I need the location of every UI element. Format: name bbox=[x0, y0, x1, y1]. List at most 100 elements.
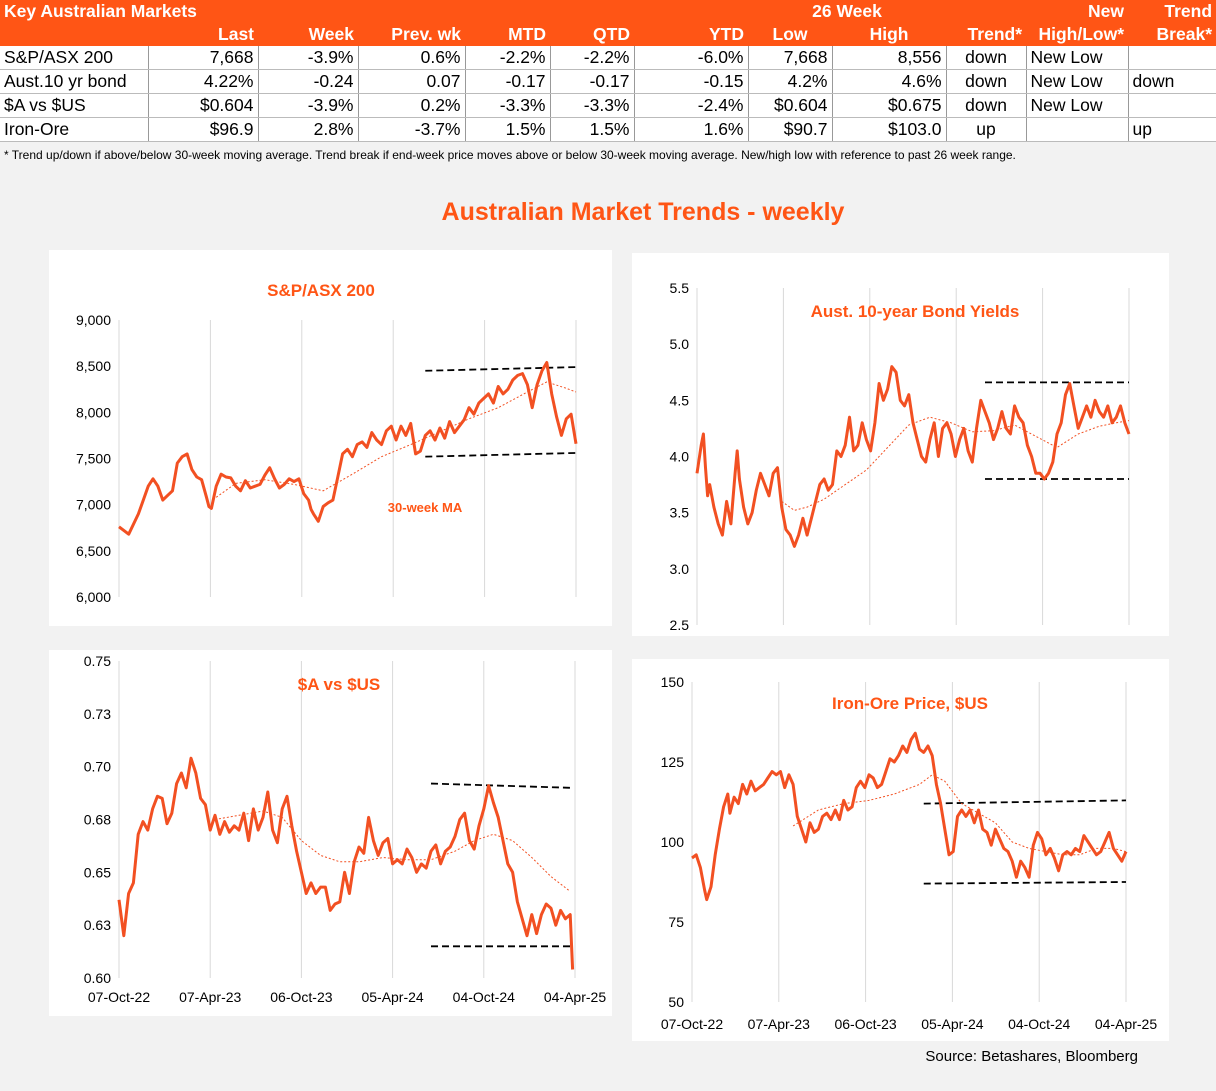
col-header-new-high-low-top: New bbox=[1026, 0, 1129, 23]
cell: -3.3% bbox=[465, 93, 551, 118]
chart-panel-asx200: 6,000 6,500 7,000 7,500 8,000 8,500 9,000 S&P/A… bbox=[49, 250, 612, 626]
cell: down bbox=[1128, 69, 1216, 94]
cell: -2.2% bbox=[465, 46, 551, 70]
table-row-bond: Aust.10 yr bond 4.22% -0.24 0.07 -0.17 -0.17-… bbox=[0, 69, 1216, 94]
cell: down bbox=[946, 93, 1027, 118]
x-tick-label: 07-Oct-22 bbox=[661, 1016, 723, 1032]
table-row-iron-ore: Iron-Ore $96.9 2.8% -3.7% 1.5% 1.5% 1.6% $90.7 $… bbox=[0, 117, 1216, 142]
cell: 7,668 bbox=[148, 46, 259, 70]
cell: $103.0 bbox=[832, 117, 947, 142]
series-price-line bbox=[695, 365, 1131, 548]
col-header-ytd: YTD bbox=[634, 23, 748, 46]
y-tick-label: 0.73 bbox=[84, 706, 111, 722]
cell: -0.15 bbox=[634, 69, 749, 94]
group-header-26-week: 26 Week bbox=[748, 0, 947, 23]
table-title: Key Australian Markets bbox=[0, 0, 197, 23]
chart-panel-iron-ore: 50 75 100 125 150 07-Oct-22 07-Apr-23 06-Oct-23… bbox=[632, 659, 1169, 1041]
markets-table: Key Australian Markets 26 Week New Trend… bbox=[0, 0, 1216, 142]
series-ma-line bbox=[214, 810, 571, 892]
cell: up bbox=[1128, 117, 1216, 142]
chart-title: Aust. 10-year Bond Yields bbox=[811, 302, 1020, 321]
cell bbox=[1128, 93, 1216, 118]
col-header-trend-break-top: Trend bbox=[1128, 0, 1216, 23]
range-line bbox=[425, 452, 577, 458]
y-tick-label: 7,000 bbox=[76, 497, 111, 513]
cell: -0.17 bbox=[550, 69, 635, 94]
y-tick-label: 2.5 bbox=[670, 617, 690, 633]
cell: 7,668 bbox=[748, 46, 833, 70]
row-label: $A vs $US bbox=[0, 93, 149, 118]
cell: 0.6% bbox=[358, 46, 466, 70]
col-header-low: Low bbox=[748, 23, 832, 46]
range-line bbox=[923, 881, 1127, 885]
y-tick-label: 3.0 bbox=[670, 561, 690, 577]
y-tick-label: 3.5 bbox=[670, 505, 690, 521]
cell: -0.17 bbox=[465, 69, 551, 94]
cell: -0.24 bbox=[258, 69, 359, 94]
x-tick-label: 07-Apr-23 bbox=[748, 1016, 810, 1032]
cell: 4.22% bbox=[148, 69, 259, 94]
chart-title: Iron-Ore Price, $US bbox=[832, 694, 988, 713]
x-tick-label: 07-Oct-22 bbox=[88, 989, 150, 1005]
chart-iron-ore: 50 75 100 125 150 07-Oct-22 07-Apr-23 06-Oct-23… bbox=[661, 674, 1158, 1032]
cell: -2.2% bbox=[550, 46, 635, 70]
y-tick-label: 6,500 bbox=[76, 543, 111, 559]
cell: -3.3% bbox=[550, 93, 635, 118]
y-tick-label: 4.0 bbox=[670, 449, 690, 465]
cell: 4.6% bbox=[832, 69, 947, 94]
y-tick-label: 6,000 bbox=[76, 589, 111, 605]
y-tick-label: 8,000 bbox=[76, 404, 111, 420]
y-tick-label: 125 bbox=[661, 754, 685, 770]
cell bbox=[1128, 46, 1216, 70]
footnote: * Trend up/down if above/below 30-week m… bbox=[4, 148, 1016, 162]
cell: -3.7% bbox=[358, 117, 466, 142]
chart-asx200: 6,000 6,500 7,000 7,500 8,000 8,500 9,000 S&P/A… bbox=[76, 281, 578, 605]
col-header-label bbox=[0, 23, 148, 46]
table-row-aud: $A vs $US $0.604 -3.9% 0.2% -3.3% -3.3% -2.4% $… bbox=[0, 93, 1216, 118]
x-tick-label: 04-Oct-24 bbox=[453, 989, 515, 1005]
cell: down bbox=[946, 46, 1027, 70]
cell: $0.604 bbox=[148, 93, 259, 118]
cell: -6.0% bbox=[634, 46, 749, 70]
cell: 4.2% bbox=[748, 69, 833, 94]
col-header-week: Week bbox=[258, 23, 358, 46]
series-ma-line bbox=[781, 416, 1130, 511]
x-tick-label: 06-Oct-23 bbox=[834, 1016, 896, 1032]
col-header-last: Last bbox=[148, 23, 258, 46]
table-row-asx200: S&P/ASX 200 7,668 -3.9% 0.6% -2.2% -2.2% -6.0%… bbox=[0, 46, 1216, 70]
cell: $0.604 bbox=[748, 93, 833, 118]
cell: up bbox=[946, 117, 1027, 142]
y-tick-label: 100 bbox=[661, 834, 685, 850]
cell: $0.675 bbox=[832, 93, 947, 118]
y-tick-label: 9,000 bbox=[76, 312, 111, 328]
col-header-trend: Trend* bbox=[946, 23, 1027, 46]
chart-panel-aud-usd: 0.60 0.63 0.65 0.68 0.70 0.73 0.75 07-Oct-22 07-… bbox=[49, 650, 612, 1016]
col-header-qtd: QTD bbox=[550, 23, 634, 46]
col-header-mtd: MTD bbox=[465, 23, 550, 46]
cell: New Low bbox=[1026, 46, 1129, 70]
cell: down bbox=[946, 69, 1027, 94]
cell: -3.9% bbox=[258, 46, 359, 70]
cell: -3.9% bbox=[258, 93, 359, 118]
cell: 8,556 bbox=[832, 46, 947, 70]
x-tick-label: 04-Oct-24 bbox=[1008, 1016, 1070, 1032]
chart-aud-usd: 0.60 0.63 0.65 0.68 0.70 0.73 0.75 07-Oct-22 07-… bbox=[84, 653, 607, 1005]
cell: New Low bbox=[1026, 69, 1129, 94]
cell: 1.5% bbox=[465, 117, 551, 142]
y-tick-label: 8,500 bbox=[76, 358, 111, 374]
y-tick-label: 0.70 bbox=[84, 759, 111, 775]
cell: New Low bbox=[1026, 93, 1129, 118]
cell: 2.8% bbox=[258, 117, 359, 142]
row-label: S&P/ASX 200 bbox=[0, 46, 149, 70]
y-tick-label: 7,500 bbox=[76, 451, 111, 467]
col-header-trend-break: Break* bbox=[1128, 23, 1216, 46]
y-tick-label: 0.65 bbox=[84, 864, 111, 880]
y-tick-label: 0.75 bbox=[84, 653, 111, 669]
row-label: Aust.10 yr bond bbox=[0, 69, 149, 94]
y-tick-label: 5.0 bbox=[670, 336, 690, 352]
y-tick-label: 0.60 bbox=[84, 970, 111, 986]
range-line bbox=[430, 782, 571, 789]
cell bbox=[1026, 117, 1129, 142]
range-line bbox=[425, 366, 577, 372]
y-tick-label: 75 bbox=[668, 914, 684, 930]
